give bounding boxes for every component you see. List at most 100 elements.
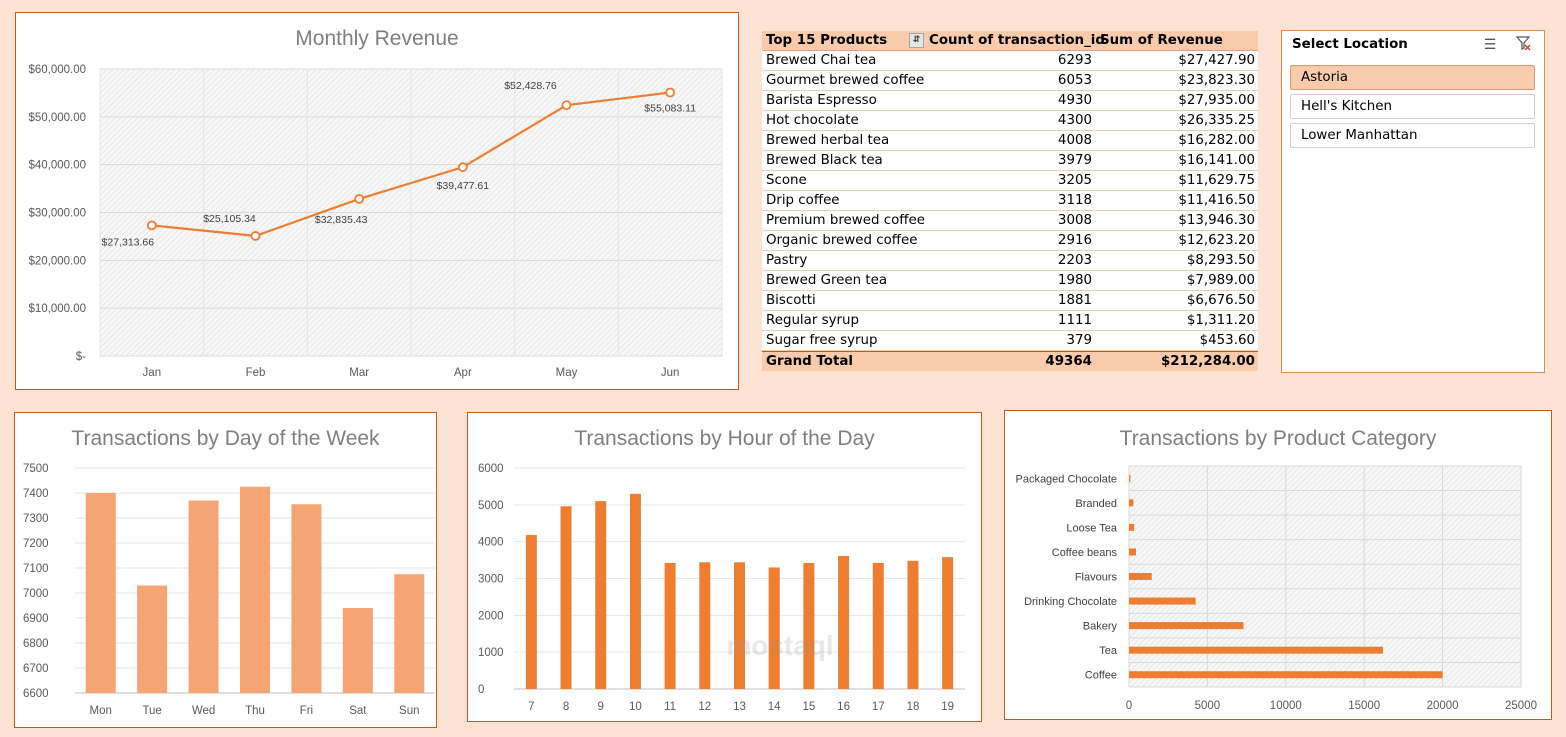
y-tick-label: 2000 [478,610,504,622]
revenue-series-line [151,91,671,238]
table-row[interactable]: Biscotti 1881 $6,676.50 [762,291,1258,311]
clear-filter-icon[interactable] [1513,35,1533,53]
location-slicer[interactable]: Select Location ☰ Astoria Hell's Kitchen… [1281,30,1545,373]
bar [1129,573,1152,580]
table-row[interactable]: Regular syrup 1111 $1,311.20 [762,311,1258,331]
table-row[interactable]: Brewed Black tea 3979 $16,141.00 [762,151,1258,171]
table-row[interactable]: Drip coffee 3118 $11,416.50 [762,191,1258,211]
product-category-chart[interactable]: Transactions by Product Category 0 5000 10… [1004,410,1552,720]
y-tick-label: Bakery [1083,621,1118,633]
top-products-pivot-table[interactable]: Top 15 Products ⇵ Count of transaction_i… [762,31,1258,371]
table-row[interactable]: Gourmet brewed coffee 6053 $23,823.30 [762,71,1258,91]
day-of-week-chart[interactable]: Transactions by Day of the Week 6600 6700… [14,412,437,728]
monthly-revenue-chart[interactable]: Monthly Revenue $- $10,000.00 $20,000.00 $3… [15,12,739,390]
bar [1129,622,1244,630]
slicer-item-hells-kitchen[interactable]: Hell's Kitchen [1290,94,1535,119]
x-tick-label: 7 [528,701,534,713]
product-name-cell: Drip coffee [766,193,840,208]
product-name-cell: Scone [766,173,807,188]
product-name-cell: Brewed Black tea [766,153,883,168]
table-row[interactable]: Brewed Chai tea 6293 $27,427.90 [762,51,1258,71]
revenue-cell: $27,935.00 [1178,93,1255,108]
plot-area-background [1129,466,1521,687]
y-tick-label: Tea [1099,645,1118,657]
x-tick-label: 15 [802,701,815,713]
bar [768,567,780,689]
x-tick-label: Apr [454,367,472,379]
pivot-total-label: Grand Total [766,354,853,369]
y-tick-label: Drinking Chocolate [1024,596,1117,608]
y-tick-label: $10,000.00 [28,303,86,315]
product-name-cell: Hot chocolate [766,113,859,128]
data-label: $32,835.43 [315,214,368,226]
transaction-count-cell: 4008 [1057,133,1092,148]
table-row[interactable]: Organic brewed coffee 2916 $12,623.20 [762,231,1258,251]
data-label: $55,083.11 [644,103,696,115]
product-category-title: Transactions by Product Category [1119,427,1437,450]
data-label: $52,428.76 [504,80,557,92]
x-tick-label: 0 [1126,700,1132,712]
multi-select-icon[interactable]: ☰ [1483,36,1497,52]
transaction-count-cell: 4930 [1057,93,1092,108]
x-tick-label: 11 [664,701,676,713]
bar [907,560,919,689]
transaction-count-cell: 1881 [1057,293,1092,308]
bar [525,535,537,689]
product-name-cell: Pastry [766,253,808,268]
table-row[interactable]: Pastry 2203 $8,293.50 [762,251,1258,271]
revenue-cell: $26,335.25 [1178,113,1255,128]
product-name-cell: Barista Espresso [766,93,877,108]
table-row[interactable]: Hot chocolate 4300 $26,335.25 [762,111,1258,131]
transaction-count-cell: 3205 [1057,173,1092,188]
transaction-count-cell: 2916 [1057,233,1092,248]
bar [803,563,815,689]
x-tick-label: 8 [563,701,569,713]
bar [1129,597,1196,605]
y-tick-label: Coffee [1085,670,1117,682]
pivot-total-revenue: $212,284.00 [1160,354,1255,369]
transaction-count-cell: 1111 [1057,313,1092,328]
y-tick-label: 6700 [23,663,49,675]
x-tick-label: Wed [192,705,215,717]
bar [838,556,850,689]
data-point [665,87,676,98]
x-tick-label: Feb [246,367,266,379]
table-row[interactable]: Sugar free syrup 379 $453.60 [762,331,1258,351]
y-tick-label: $- [76,351,86,363]
pivot-header-row: Top 15 Products ⇵ Count of transaction_i… [762,31,1258,51]
slicer-item-astoria[interactable]: Astoria [1290,65,1535,90]
hour-of-day-chart[interactable]: Transactions by Hour of the Day 0 1000 200… [467,412,982,722]
bar [1129,499,1134,507]
data-label: $39,477.61 [437,180,490,192]
x-tick-label: Fri [300,705,313,717]
revenue-cell: $23,823.30 [1178,73,1255,88]
table-row[interactable]: Brewed herbal tea 4008 $16,282.00 [762,131,1258,151]
table-row[interactable]: Barista Espresso 4930 $27,935.00 [762,91,1258,111]
hour-of-day-title: Transactions by Hour of the Day [574,427,875,450]
product-category-plot: 0 5000 10000 15000 20000 25000 Packaged Chocol… [1015,465,1537,712]
table-row[interactable]: Brewed Green tea 1980 $7,989.00 [762,271,1258,291]
y-tick-label: 7200 [23,538,49,550]
transaction-count-cell: 3008 [1057,213,1092,228]
y-tick-label: $30,000.00 [28,208,86,220]
revenue-cell: $16,282.00 [1178,133,1255,148]
transaction-count-cell: 3118 [1057,193,1092,208]
y-tick-label: 7100 [23,563,49,575]
monthly-revenue-title: Monthly Revenue [295,27,459,50]
revenue-cell: $8,293.50 [1186,253,1255,268]
slicer-item-lower-manhattan[interactable]: Lower Manhattan [1290,123,1535,148]
filter-sort-icon[interactable]: ⇵ [909,33,924,48]
bar [664,563,676,689]
revenue-cell: $27,427.90 [1178,53,1255,68]
revenue-cell: $13,946.30 [1178,213,1255,228]
y-tick-label: $20,000.00 [28,255,86,267]
table-row[interactable]: Premium brewed coffee 3008 $13,946.30 [762,211,1258,231]
x-tick-label: Sun [399,705,419,717]
x-tick-label: 16 [837,701,850,713]
x-tick-label: 19 [941,701,954,713]
pivot-header-products[interactable]: Top 15 Products ⇵ [762,31,926,50]
product-name-cell: Regular syrup [766,313,860,328]
table-row[interactable]: Scone 3205 $11,629.75 [762,171,1258,191]
revenue-cell: $16,141.00 [1178,153,1255,168]
transaction-count-cell: 4300 [1057,113,1092,128]
